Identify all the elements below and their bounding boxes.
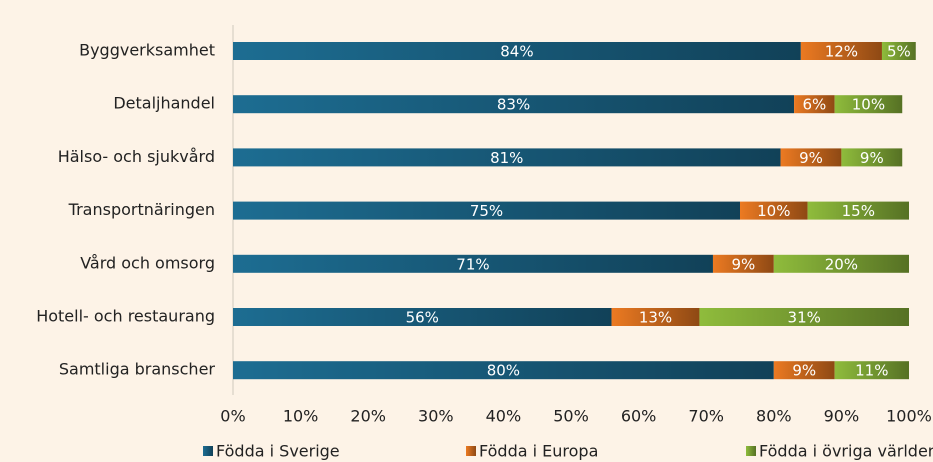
category-label: Hotell- och restaurang <box>36 307 215 326</box>
x-tick-label: 60% <box>621 407 657 426</box>
bar-segment <box>773 254 909 273</box>
value-label: 11% <box>855 362 888 380</box>
value-label: 13% <box>639 309 672 327</box>
bar-segment <box>233 361 774 380</box>
bar-segment <box>834 361 909 380</box>
value-label: 83% <box>497 96 530 114</box>
bar-segment <box>233 148 781 167</box>
value-label: 15% <box>842 202 875 220</box>
value-label: 56% <box>406 309 439 327</box>
value-label: 9% <box>860 149 884 167</box>
category-label: Transportnäringen <box>68 200 215 219</box>
value-label: 12% <box>825 43 858 61</box>
legend-label: Födda i övriga världen <box>759 442 933 461</box>
bar-segment <box>800 42 882 60</box>
bar-segment <box>834 95 903 114</box>
bar-segment <box>841 148 903 167</box>
value-label: 9% <box>799 149 823 167</box>
legend-swatch <box>203 446 213 456</box>
bar-segment <box>881 42 916 60</box>
value-label: 71% <box>456 255 489 273</box>
x-tick-label: 20% <box>350 407 386 426</box>
bar-segment <box>740 201 808 220</box>
bar-segment <box>233 308 612 326</box>
category-label: Hälso- och sjukvård <box>58 147 215 166</box>
legend-swatch <box>746 446 756 456</box>
bar-segment <box>773 361 835 380</box>
x-tick-label: 90% <box>824 407 860 426</box>
x-tick-label: 40% <box>486 407 522 426</box>
x-tick-label: 30% <box>418 407 454 426</box>
value-label: 84% <box>500 43 533 61</box>
bar-segment <box>233 42 801 60</box>
x-tick-label: 100% <box>886 407 932 426</box>
value-label: 75% <box>470 202 503 220</box>
value-label: 6% <box>802 96 826 114</box>
value-label: 10% <box>852 96 885 114</box>
value-label: 20% <box>825 255 858 273</box>
category-label: Samtliga branscher <box>59 360 216 379</box>
x-tick-label: 70% <box>688 407 724 426</box>
category-label: Detaljhandel <box>113 94 215 113</box>
category-label: Byggverksamhet <box>79 41 215 60</box>
bar-segment <box>611 308 700 326</box>
value-label: 10% <box>757 202 790 220</box>
legend-label: Födda i Europa <box>479 442 598 461</box>
value-label: 31% <box>788 309 821 327</box>
value-label: 9% <box>792 362 816 380</box>
legend-swatch <box>466 446 476 456</box>
category-label: Vård och omsorg <box>80 253 215 272</box>
bar-segment <box>233 254 713 273</box>
value-label: 81% <box>490 149 523 167</box>
value-label: 9% <box>731 255 755 273</box>
value-label: 80% <box>487 362 520 380</box>
bar-segment <box>233 201 740 220</box>
legend-label: Födda i Sverige <box>216 442 340 461</box>
bar-segment <box>794 95 835 114</box>
bar-segment <box>699 308 909 326</box>
x-tick-label: 80% <box>756 407 792 426</box>
x-tick-label: 0% <box>220 407 245 426</box>
x-tick-label: 10% <box>283 407 319 426</box>
bar-segment <box>712 254 774 273</box>
value-label: 5% <box>887 43 911 61</box>
x-tick-label: 50% <box>553 407 589 426</box>
bar-segment <box>807 201 909 220</box>
bar-segment <box>780 148 842 167</box>
bar-segment <box>233 95 795 114</box>
